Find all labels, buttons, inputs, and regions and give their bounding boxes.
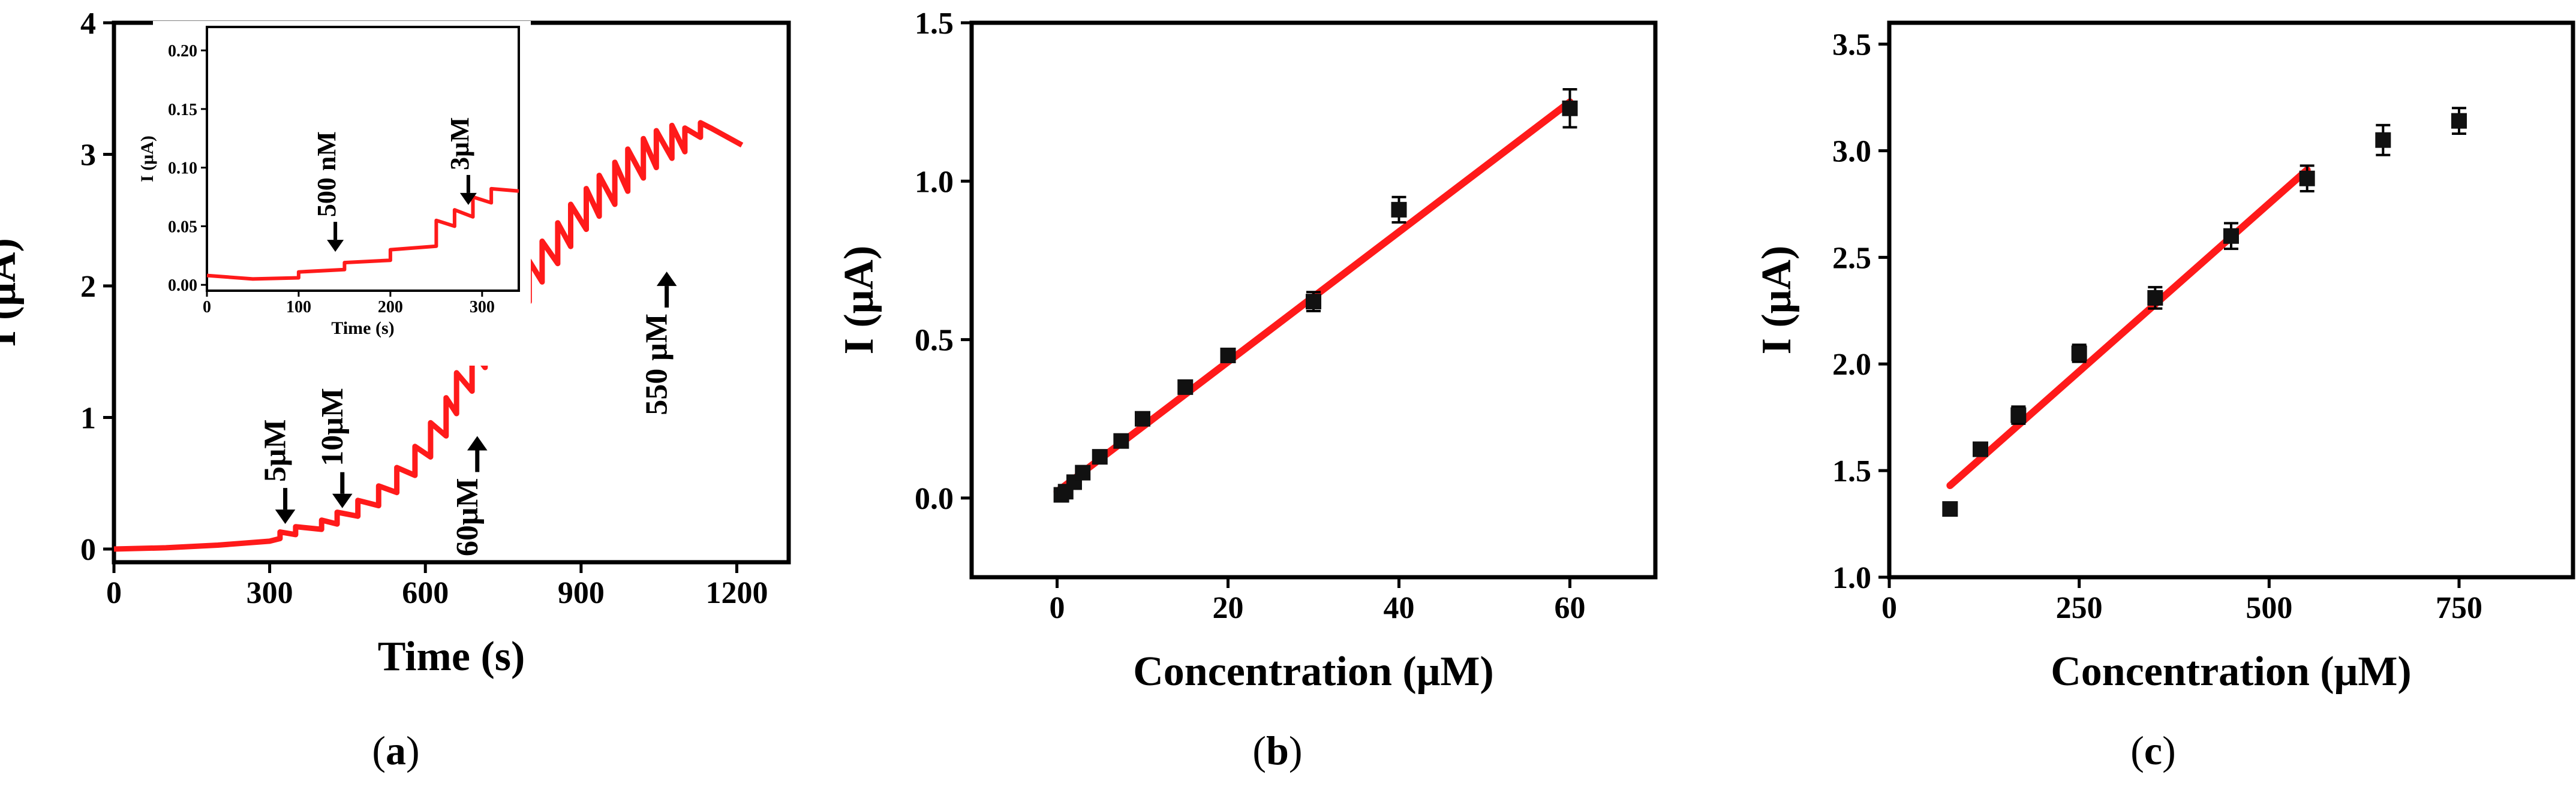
x-tick-label: 20 xyxy=(1213,591,1244,625)
caption-close: ) xyxy=(406,728,420,773)
annotation-label: 550 μM xyxy=(640,313,674,415)
caption-letter: c xyxy=(2144,728,2162,773)
data-point xyxy=(1075,465,1091,481)
y-tick-label: 2 xyxy=(80,270,96,304)
data-point xyxy=(2010,407,2027,423)
x-tick-label: 900 xyxy=(558,576,605,610)
y-tick-label: 2.5 xyxy=(1832,241,1871,275)
caption-letter: b xyxy=(1266,728,1289,773)
x-tick-label: 300 xyxy=(470,298,495,316)
y-tick-label: 0.5 xyxy=(915,324,954,358)
x-tick-label: 60 xyxy=(1555,591,1586,625)
x-axis-title: Time (s) xyxy=(378,634,525,680)
y-axis-title: I (μA) xyxy=(836,246,882,355)
data-point xyxy=(2451,113,2467,129)
x-tick-label: 0 xyxy=(1881,591,1897,625)
annotation-arrowhead xyxy=(327,240,344,252)
x-tick-label: 0 xyxy=(1050,591,1065,625)
x-tick-label: 300 xyxy=(247,576,293,610)
y-tick-label: 1.5 xyxy=(915,7,954,41)
y-tick-label: 3.0 xyxy=(1832,134,1871,168)
x-tick-label: 500 xyxy=(2246,591,2292,625)
x-tick-label: 0 xyxy=(203,298,211,316)
x-axis-title: Time (s) xyxy=(331,318,394,338)
caption-open: ( xyxy=(372,728,386,773)
annotation-arrowhead xyxy=(656,272,677,287)
annotation-arrowhead xyxy=(275,509,296,524)
annotation-label: 500 nM xyxy=(312,131,341,217)
x-tick-label: 750 xyxy=(2436,591,2482,625)
data-point xyxy=(1942,501,1958,517)
y-tick-label: 2.0 xyxy=(1832,348,1871,382)
x-axis-title: Concentration (μM) xyxy=(2051,649,2412,695)
y-tick-label: 4 xyxy=(80,7,96,41)
fit-line xyxy=(1946,166,2311,490)
data-point xyxy=(1092,449,1108,465)
x-tick-label: 200 xyxy=(378,298,403,316)
panel-caption: (b) xyxy=(1252,728,1302,773)
y-tick-label: 0.15 xyxy=(168,101,197,119)
y-tick-label: 0.0 xyxy=(915,482,954,516)
y-tick-label: 0.05 xyxy=(168,218,197,236)
annotation-label: 3μM xyxy=(445,117,474,170)
caption-open: ( xyxy=(1252,728,1266,773)
panel-caption: (c) xyxy=(2130,728,2176,773)
plot-frame xyxy=(969,20,1658,580)
panel-c: 0 250 500 750 1.0 1.5 2.0 2.5 3.0 3.5 Concentratio… xyxy=(1754,20,2575,773)
data-point xyxy=(1973,441,1988,457)
data-point xyxy=(1135,411,1150,427)
plot-frame xyxy=(1887,20,2575,580)
caption-open: ( xyxy=(2130,728,2144,773)
y-axis-title: I (μA) xyxy=(1754,246,1800,355)
data-point xyxy=(2147,290,2163,306)
data-point xyxy=(2071,345,2087,361)
x-tick-label: 600 xyxy=(402,576,449,610)
data-point xyxy=(1220,348,1236,363)
data-point xyxy=(1113,433,1129,449)
x-axis-title: Concentration (μM) xyxy=(1133,649,1494,695)
x-tick-label: 0 xyxy=(106,576,122,610)
y-axis-title: I (μA) xyxy=(0,238,25,347)
data-point xyxy=(1306,294,1321,310)
caption-close: ) xyxy=(2162,728,2176,773)
caption-letter: a xyxy=(386,728,406,773)
data-point xyxy=(1562,100,1578,116)
annotation-label: 60μM xyxy=(450,478,485,557)
y-tick-label: 1.0 xyxy=(915,165,954,199)
data-point xyxy=(1177,379,1194,395)
x-tick-label: 1200 xyxy=(705,576,768,610)
inset-series-line xyxy=(206,186,519,281)
x-tick-label: 100 xyxy=(286,298,311,316)
x-tick-label: 250 xyxy=(2056,591,2103,625)
panel-a: 0 300 600 900 1200 0 1 2 3 4 Time (s) I (μA) 5μM 10μM… xyxy=(0,7,791,773)
annotation-label: 5μM xyxy=(258,420,293,483)
y-tick-label: 3 xyxy=(80,138,96,173)
panel-b: 0 20 40 60 0.0 0.5 1.0 1.5 Concentration (μM) I (… xyxy=(836,7,1658,773)
data-point xyxy=(2223,228,2239,244)
annotation-arrowhead xyxy=(467,436,488,451)
y-tick-label: 0.10 xyxy=(168,159,197,178)
y-tick-label: 0 xyxy=(80,533,96,567)
y-tick-label: 1 xyxy=(80,402,96,436)
y-tick-label: 1.5 xyxy=(1832,454,1871,489)
data-point xyxy=(1391,201,1407,218)
panel-caption: (a) xyxy=(372,728,419,773)
data-point xyxy=(2299,170,2315,186)
y-tick-label: 3.5 xyxy=(1832,28,1871,62)
x-tick-label: 40 xyxy=(1384,591,1415,625)
plot-frame xyxy=(206,26,520,292)
caption-close: ) xyxy=(1289,728,1303,773)
data-point xyxy=(2375,132,2391,148)
annotation-arrowhead xyxy=(459,192,477,205)
y-axis-title: I (μA) xyxy=(137,135,157,182)
y-tick-label: 0.20 xyxy=(168,42,197,61)
y-tick-label: 0.00 xyxy=(168,276,197,295)
annotation-label: 10μM xyxy=(315,388,350,466)
annotation-arrowhead xyxy=(332,493,353,508)
y-tick-label: 1.0 xyxy=(1832,561,1871,595)
